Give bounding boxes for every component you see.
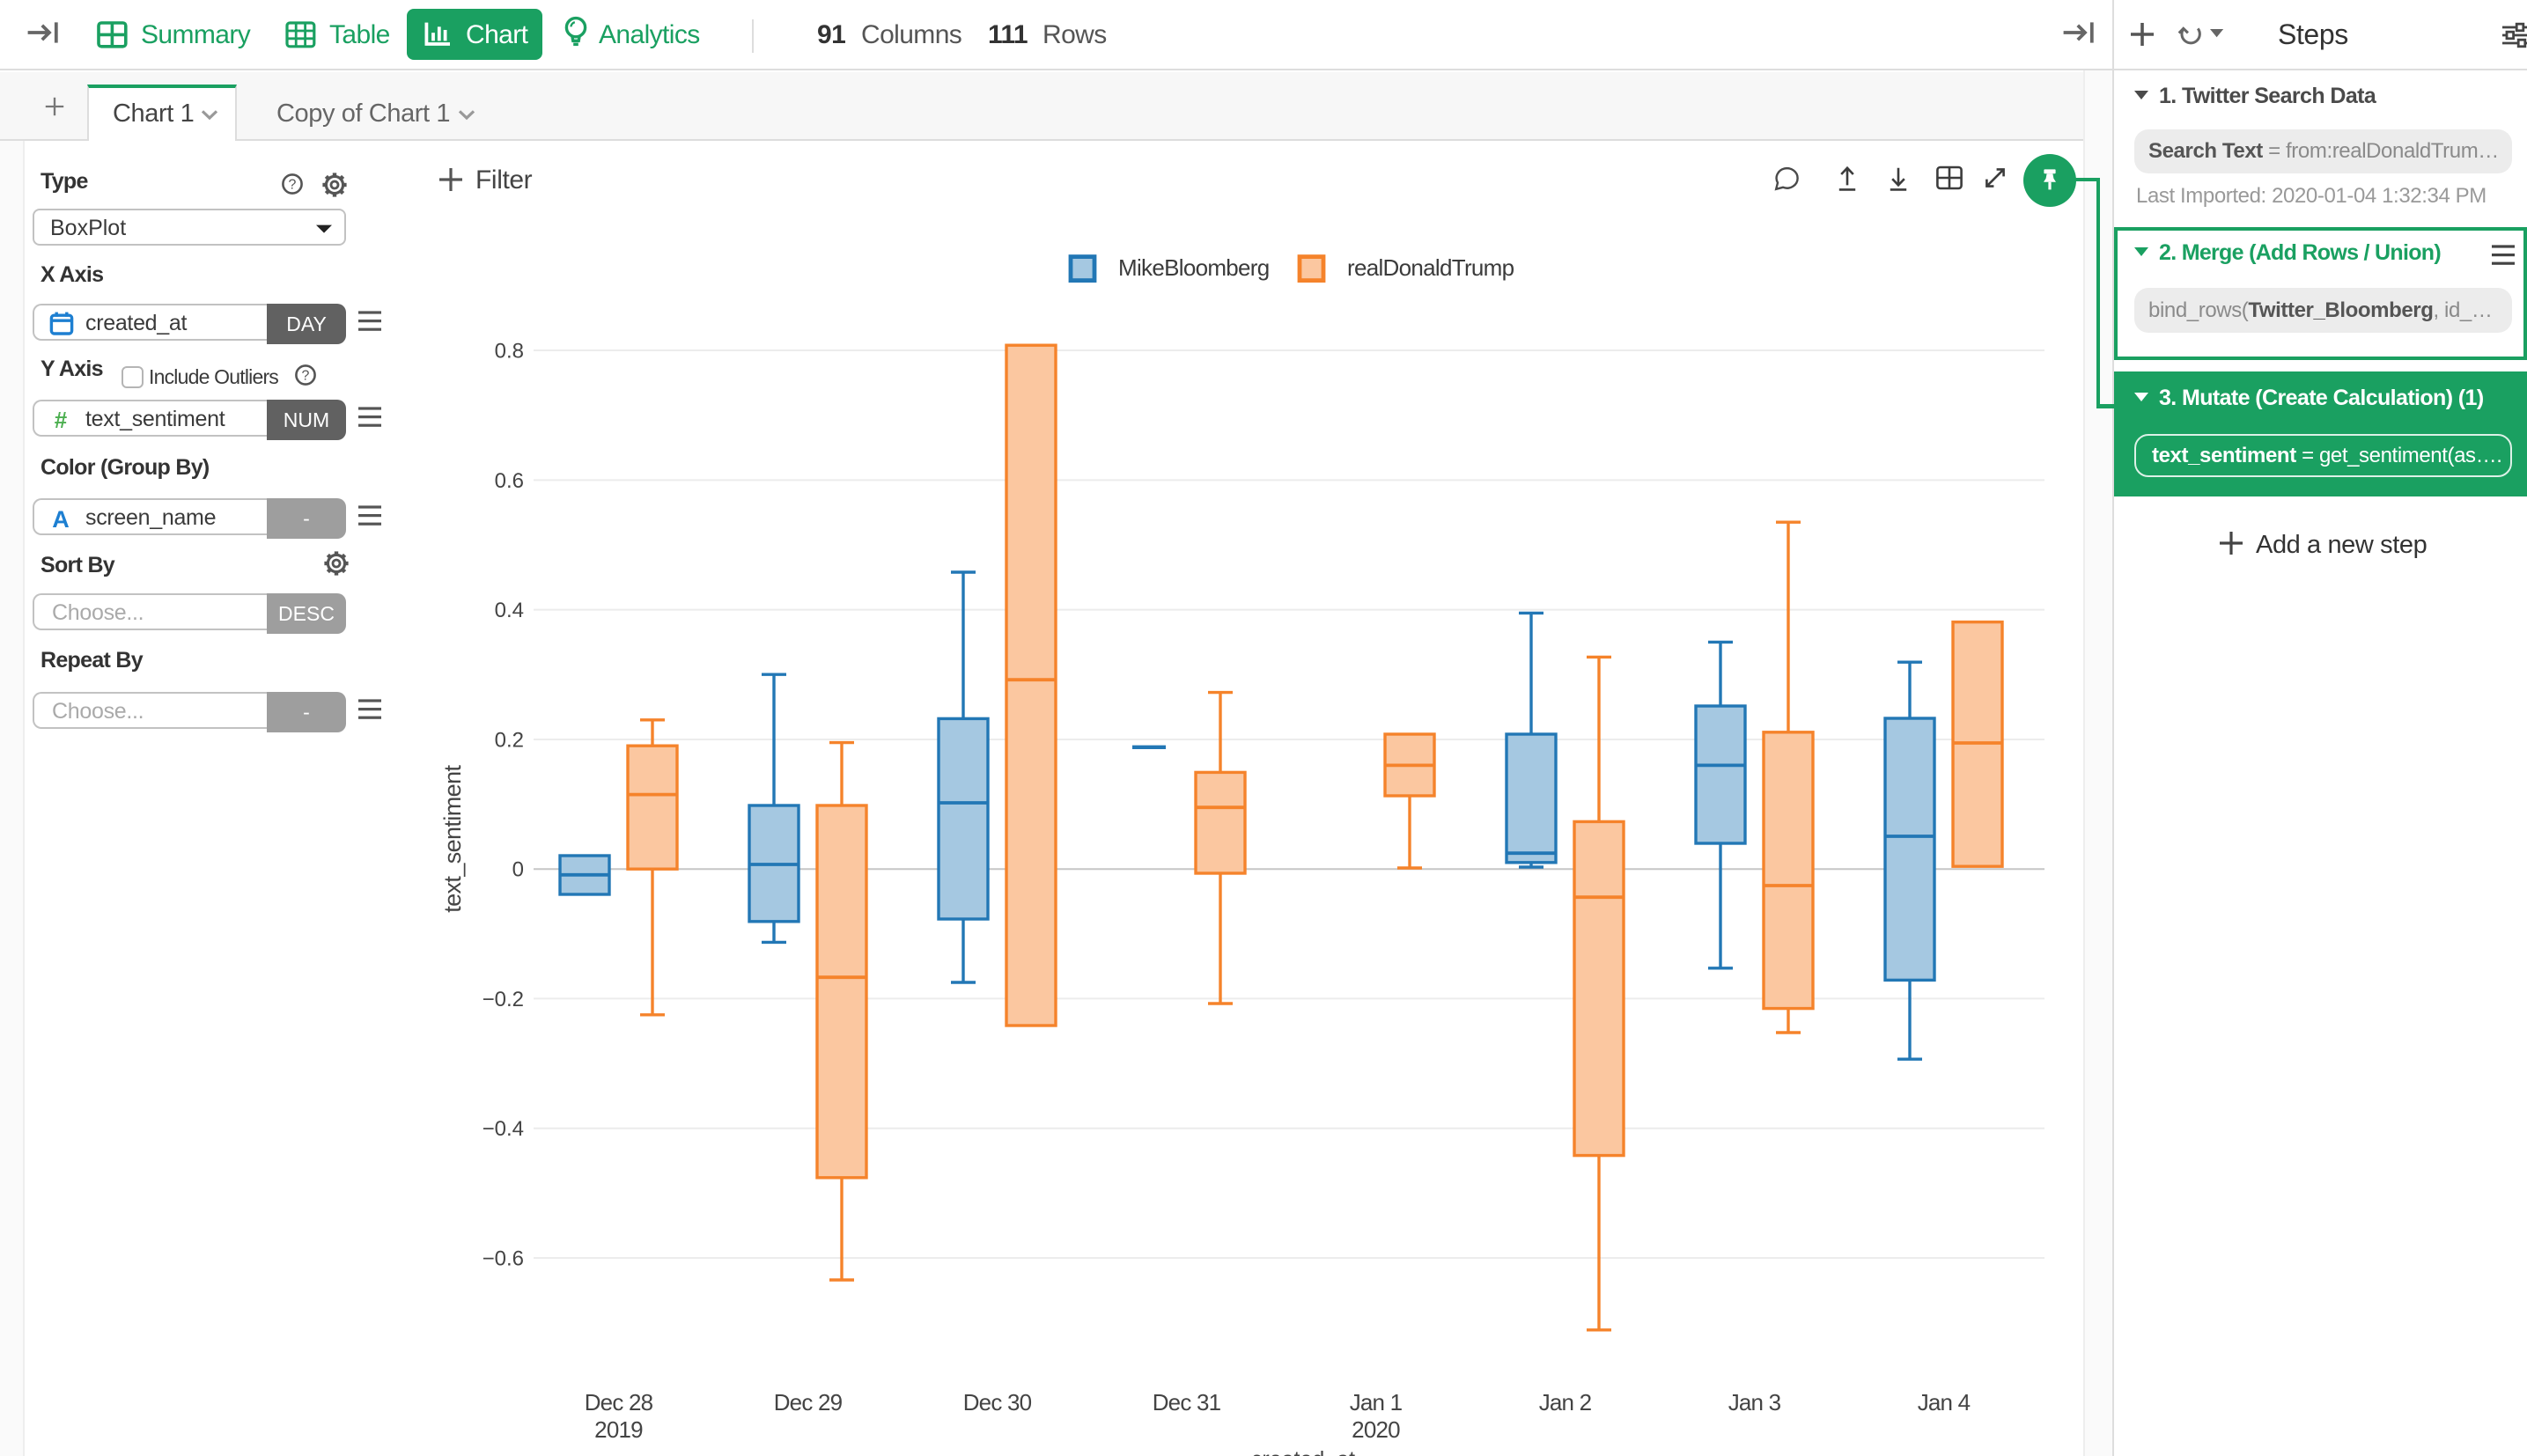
svg-text:realDonaldTrump: realDonaldTrump [1347,254,1514,281]
svg-text:?: ? [289,178,297,193]
svg-text:−0.2: −0.2 [483,988,524,1011]
svg-text:created_at: created_at [1251,1447,1355,1456]
svg-text:−0.6: −0.6 [483,1246,524,1270]
svg-text:0.4: 0.4 [495,599,524,622]
svg-text:text_sentiment: text_sentiment [439,765,466,913]
svg-text:Dec 30: Dec 30 [963,1389,1032,1416]
svg-text:Jan 2: Jan 2 [1539,1389,1592,1416]
svg-text:0.2: 0.2 [495,728,524,752]
svg-text:Jan 3: Jan 3 [1728,1389,1781,1416]
svg-text:2019: 2019 [594,1416,643,1443]
svg-text:0: 0 [512,858,524,882]
svg-text:Dec 28: Dec 28 [585,1389,653,1416]
svg-text:0.6: 0.6 [495,469,524,493]
svg-text:2020: 2020 [1352,1416,1400,1443]
svg-text:?: ? [302,369,310,384]
svg-text:Dec 31: Dec 31 [1153,1389,1221,1416]
svg-text:−0.4: −0.4 [483,1117,524,1141]
svg-text:A: A [52,506,70,532]
svg-text:Jan 4: Jan 4 [1918,1389,1971,1416]
svg-text:#: # [55,407,68,433]
svg-text:Dec 29: Dec 29 [774,1389,843,1416]
svg-text:MikeBloomberg: MikeBloomberg [1118,254,1270,281]
svg-text:Jan 1: Jan 1 [1350,1389,1403,1416]
svg-text:0.8: 0.8 [495,339,524,363]
